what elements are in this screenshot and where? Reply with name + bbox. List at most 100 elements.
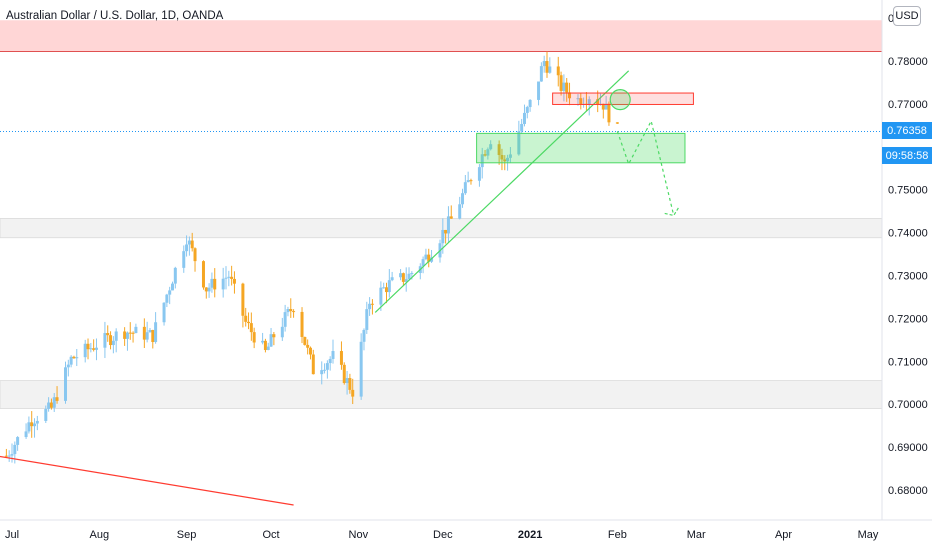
candle-up: [466, 180, 470, 183]
red-box: [552, 92, 694, 105]
candle-down: [401, 273, 405, 282]
candle-up: [227, 276, 231, 278]
candle-down: [252, 332, 256, 343]
candle-up: [173, 267, 177, 284]
candle-down: [469, 180, 473, 182]
y-tick-label: 0.75000: [888, 185, 928, 197]
candle-down: [142, 326, 146, 340]
candle-up: [421, 259, 425, 267]
candle-up: [134, 326, 138, 334]
candle-down: [230, 276, 234, 279]
y-tick-label: 0.78000: [888, 56, 928, 68]
red-downline: [0, 455, 294, 506]
candle-up: [27, 422, 31, 432]
candle-up: [520, 123, 524, 132]
candle-down: [123, 331, 127, 339]
x-tick-label: Jul: [5, 529, 19, 541]
candle-down: [128, 332, 132, 334]
gray-zone-zone: [0, 380, 883, 409]
x-tick-label: May: [858, 529, 879, 541]
candle-up: [517, 131, 521, 155]
candle-up: [463, 182, 467, 194]
candle-up: [410, 273, 414, 275]
x-tick-label: Dec: [433, 529, 453, 541]
candle-down: [503, 159, 507, 162]
y-tick-label: 0.70000: [888, 399, 928, 411]
candle-up: [103, 333, 107, 348]
gray-zone-zone: [0, 218, 883, 239]
candle-down: [306, 344, 310, 348]
zones-layer: [0, 20, 883, 409]
candle-up: [47, 402, 51, 409]
candle-down: [300, 311, 304, 337]
candle-up: [489, 144, 493, 150]
candle-up: [210, 278, 214, 288]
candle-up: [486, 149, 490, 156]
candle-down: [109, 335, 113, 346]
candle-down: [545, 61, 549, 73]
y-tick-label: 0.69000: [888, 442, 928, 454]
currency-button[interactable]: USD: [893, 6, 921, 26]
candle-down: [351, 389, 355, 397]
candle-down: [385, 287, 388, 293]
candle-up: [13, 444, 17, 455]
candle-up: [283, 312, 287, 327]
candle-up: [587, 99, 591, 105]
candle-up: [24, 431, 28, 438]
candle-up: [362, 329, 366, 342]
candle-down: [615, 122, 619, 124]
y-tick-label: 0.74000: [888, 228, 928, 240]
candle-down: [241, 283, 245, 316]
candle-up: [359, 341, 363, 397]
candle-down: [190, 240, 194, 249]
candle-down: [272, 334, 276, 338]
candle-up: [368, 303, 372, 310]
drawings-layer: [0, 70, 694, 506]
candle-up: [10, 454, 14, 456]
candle-up: [171, 283, 174, 291]
candle-down: [263, 340, 267, 350]
candle-down: [427, 254, 431, 262]
candle-up: [390, 277, 394, 281]
candle-up: [365, 309, 369, 330]
candle-up: [185, 244, 189, 252]
candle-up: [328, 358, 332, 364]
candle-up: [261, 340, 265, 343]
candle-up: [525, 107, 529, 113]
candle-down: [92, 348, 96, 350]
y-tick-label: 0.73000: [888, 271, 928, 283]
candle-up: [7, 455, 11, 457]
candle-up: [154, 322, 158, 343]
candle-down: [601, 103, 605, 110]
candle-up: [508, 154, 512, 158]
candle-up: [528, 99, 532, 108]
candle-down: [55, 397, 59, 401]
green-trendline: [374, 70, 630, 313]
candle-down: [151, 330, 155, 343]
candle-up: [387, 280, 391, 293]
x-tick-label: Mar: [687, 529, 706, 541]
candle-up: [461, 193, 465, 205]
candle-up: [407, 273, 411, 280]
candle-up: [89, 348, 93, 350]
candle-up: [148, 330, 152, 333]
candle-up: [224, 277, 228, 279]
candle-down: [30, 422, 34, 427]
candle-up: [576, 98, 580, 100]
candle-down: [303, 336, 307, 345]
candle-up: [266, 346, 270, 350]
green-box: [476, 132, 686, 164]
candle-down: [131, 332, 135, 334]
candle-down: [204, 287, 208, 292]
candle-down: [556, 66, 560, 76]
candle-up: [424, 254, 428, 260]
candle-down: [247, 321, 251, 324]
candle-up: [404, 279, 408, 282]
y-tick-label: 0.77000: [888, 99, 928, 111]
candle-down: [308, 347, 312, 355]
candle-down: [232, 278, 236, 284]
candle-down: [500, 155, 504, 160]
candle-down: [607, 103, 611, 123]
